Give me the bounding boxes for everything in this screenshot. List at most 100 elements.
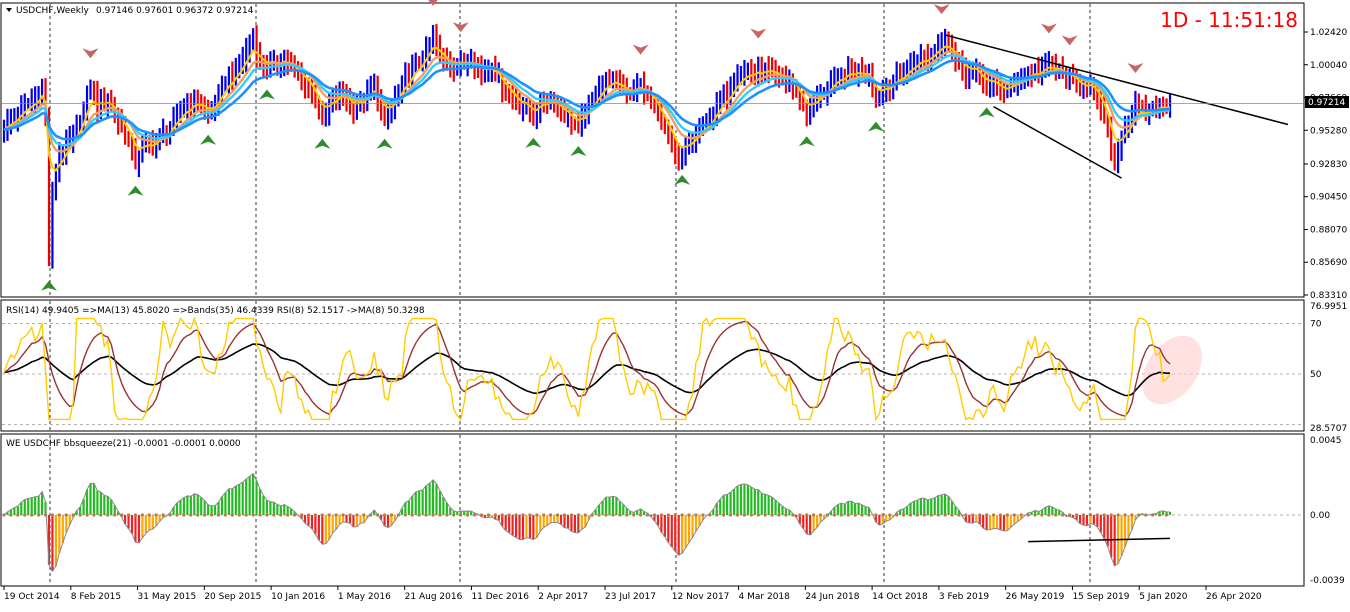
squeeze-dot [466, 513, 470, 517]
ohlc-values: 0.97146 0.97601 0.96372 0.97214 [96, 6, 254, 16]
squeeze-dot [334, 513, 338, 517]
squeeze-dot [514, 513, 518, 517]
squeeze-dot [777, 513, 781, 517]
squeeze-dot [805, 513, 809, 517]
squeeze-dot [604, 513, 608, 517]
squeeze-dot [846, 513, 850, 517]
squeeze-dot [251, 513, 255, 517]
sell-arrow-icon [1061, 35, 1078, 46]
squeeze-dot [749, 513, 753, 517]
squeeze-dot [1033, 513, 1037, 517]
sell-arrow-icon [452, 22, 469, 33]
time-tick-label: 26 Apr 2020 [1206, 592, 1262, 602]
squeeze-dot [99, 513, 103, 517]
squeeze-dot [618, 513, 622, 517]
rsi-tick-label: 50 [1310, 370, 1322, 380]
time-tick-label: 21 Aug 2016 [405, 592, 463, 602]
collapse-triangle-icon[interactable] [6, 8, 12, 12]
sell-arrow-icon [933, 4, 950, 15]
squeeze-dot [576, 513, 580, 517]
price-tick-label: 0.90450 [1310, 193, 1347, 203]
squeeze-dot [915, 513, 920, 517]
squeeze-dot [1137, 513, 1141, 517]
buy-arrow-icon [127, 185, 144, 196]
squeeze-dot [369, 513, 373, 517]
squeeze-dot [964, 513, 968, 517]
sell-arrow-icon [632, 44, 649, 55]
squeeze-dot [694, 513, 698, 517]
price-tick-label: 0.92830 [1310, 160, 1347, 170]
squeeze-dot [680, 513, 684, 517]
squeeze-dot [16, 513, 20, 517]
squeeze-dot [597, 513, 601, 517]
squeeze-dot [1130, 513, 1134, 517]
squeeze-dot [279, 513, 283, 517]
rsi-line [3, 316, 1171, 422]
squeeze-dot [535, 513, 539, 517]
squeeze-dot [140, 513, 144, 517]
squeeze-dot [901, 513, 906, 517]
squeeze-dot [756, 513, 760, 517]
squeeze-dot [293, 513, 297, 517]
time-tick-label: 2 Apr 2017 [538, 592, 588, 602]
squeeze-dot [853, 513, 857, 517]
rsi-header: RSI(14) 49.9405 =>MA(13) 45.8020 =>Bands… [6, 306, 425, 316]
squeeze-dot [1088, 513, 1093, 517]
squeeze-dot [562, 513, 567, 517]
squeeze-dot [452, 513, 456, 517]
squeeze-dot [36, 513, 41, 517]
squeeze-header: WE USDCHF bbsqueeze(21) -0.0001 -0.0001 … [6, 439, 241, 449]
squeeze-dot [272, 513, 276, 517]
buy-arrow-icon [376, 138, 393, 149]
squeeze-tick-label: 0.0045 [1310, 436, 1342, 446]
squeeze-dot [237, 513, 241, 517]
time-tick-label: 31 May 2015 [138, 592, 197, 602]
signal-arrows [40, 0, 1144, 291]
squeeze-dot [1068, 513, 1072, 517]
squeeze-dot [659, 513, 663, 517]
squeeze-dot [784, 513, 788, 517]
squeeze-dot [985, 513, 989, 517]
squeeze-dot [943, 513, 947, 517]
buy-arrow-icon [570, 145, 587, 156]
squeeze-dot [57, 513, 61, 517]
time-tick-label: 1 May 2016 [338, 592, 391, 602]
squeeze-dot [998, 513, 1003, 517]
squeeze-dot [196, 513, 200, 517]
squeeze-dot [770, 513, 774, 517]
price-tick-label: 0.85690 [1310, 258, 1347, 268]
sell-arrow-icon [82, 48, 99, 59]
squeeze-dot [1040, 513, 1044, 517]
buy-arrow-icon [867, 121, 884, 132]
rsi-bands-line [3, 343, 1170, 397]
squeeze-dot [555, 513, 560, 517]
time-tick-label: 4 Mar 2018 [739, 592, 791, 602]
squeeze-dot [9, 513, 13, 517]
squeeze-dot [715, 513, 719, 517]
squeeze-dot [569, 513, 574, 517]
squeeze-dot [362, 513, 366, 517]
squeeze-dot [521, 513, 525, 517]
squeeze-dot [313, 513, 317, 517]
squeeze-dot [382, 513, 387, 517]
time-tick-label: 23 Jul 2017 [605, 592, 656, 602]
squeeze-dot [1123, 513, 1127, 517]
buy-arrow-icon [314, 138, 331, 149]
squeeze-dot [154, 513, 158, 517]
squeeze-dot [92, 513, 96, 517]
squeeze-dot [1164, 513, 1169, 517]
squeeze-dot [1081, 513, 1086, 517]
squeeze-dot [126, 513, 131, 517]
countdown-timer: 1D - 11:51:18 [1160, 8, 1298, 32]
squeeze-panel-frame [0, 433, 1305, 587]
price-tick-label: 0.83310 [1310, 291, 1347, 301]
buy-arrow-icon [525, 137, 542, 148]
squeeze-dot [30, 513, 34, 517]
time-tick-label: 15 Sep 2019 [1072, 592, 1129, 602]
squeeze-dot [424, 513, 428, 517]
rsi-lines [2, 316, 1303, 425]
squeeze-dot [147, 513, 151, 517]
squeeze-dot [652, 513, 657, 517]
sell-arrow-icon [428, 0, 438, 6]
